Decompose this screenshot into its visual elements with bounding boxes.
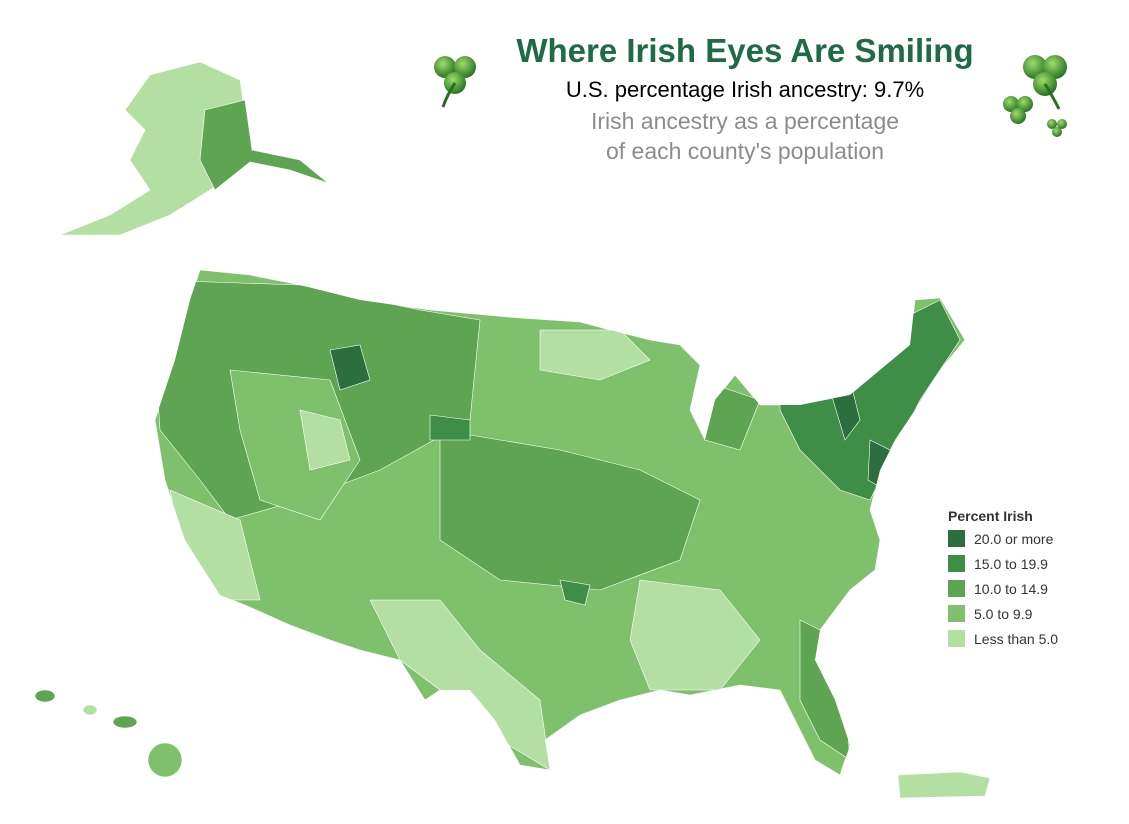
title: Where Irish Eyes Are Smiling xyxy=(516,32,973,69)
region xyxy=(329,344,371,391)
region xyxy=(429,414,471,441)
legend-label: 20.0 or more xyxy=(974,531,1054,547)
region xyxy=(299,409,351,471)
legend-swatch xyxy=(948,530,965,547)
legend-label: 5.0 to 9.9 xyxy=(974,606,1033,622)
region xyxy=(439,429,701,591)
region xyxy=(369,599,551,771)
region xyxy=(559,579,591,606)
legend-swatch xyxy=(948,605,965,622)
alaska xyxy=(59,61,331,236)
legend: Percent Irish 20.0 or more 15.0 to 19.9 10… xyxy=(948,508,1058,647)
shamrock-right xyxy=(1023,55,1067,110)
region xyxy=(147,742,183,778)
shamrock-tiny xyxy=(1047,119,1067,137)
legend-label: 10.0 to 14.9 xyxy=(974,581,1048,597)
region xyxy=(229,369,361,521)
description-line: of each county's population xyxy=(606,138,884,164)
legend-swatch xyxy=(948,580,965,597)
region xyxy=(539,329,651,381)
subtitle: U.S. percentage Irish ancestry: 9.7% xyxy=(566,77,924,102)
description-line: Irish ancestry as a percentage xyxy=(591,108,899,134)
legend-title: Percent Irish xyxy=(948,508,1033,524)
legend-swatch xyxy=(948,555,965,572)
legend-label: 15.0 to 19.9 xyxy=(974,556,1048,572)
contiguous-us xyxy=(154,269,966,776)
shamrock-small xyxy=(1003,96,1033,124)
legend-label: Less than 5.0 xyxy=(974,631,1058,647)
hawaii xyxy=(34,689,183,778)
shamrock-left xyxy=(434,56,476,108)
region xyxy=(82,704,98,716)
region xyxy=(112,715,138,729)
legend-swatch xyxy=(948,630,965,647)
puerto-rico xyxy=(897,771,991,799)
alaska-region xyxy=(199,99,329,191)
region xyxy=(34,689,56,703)
